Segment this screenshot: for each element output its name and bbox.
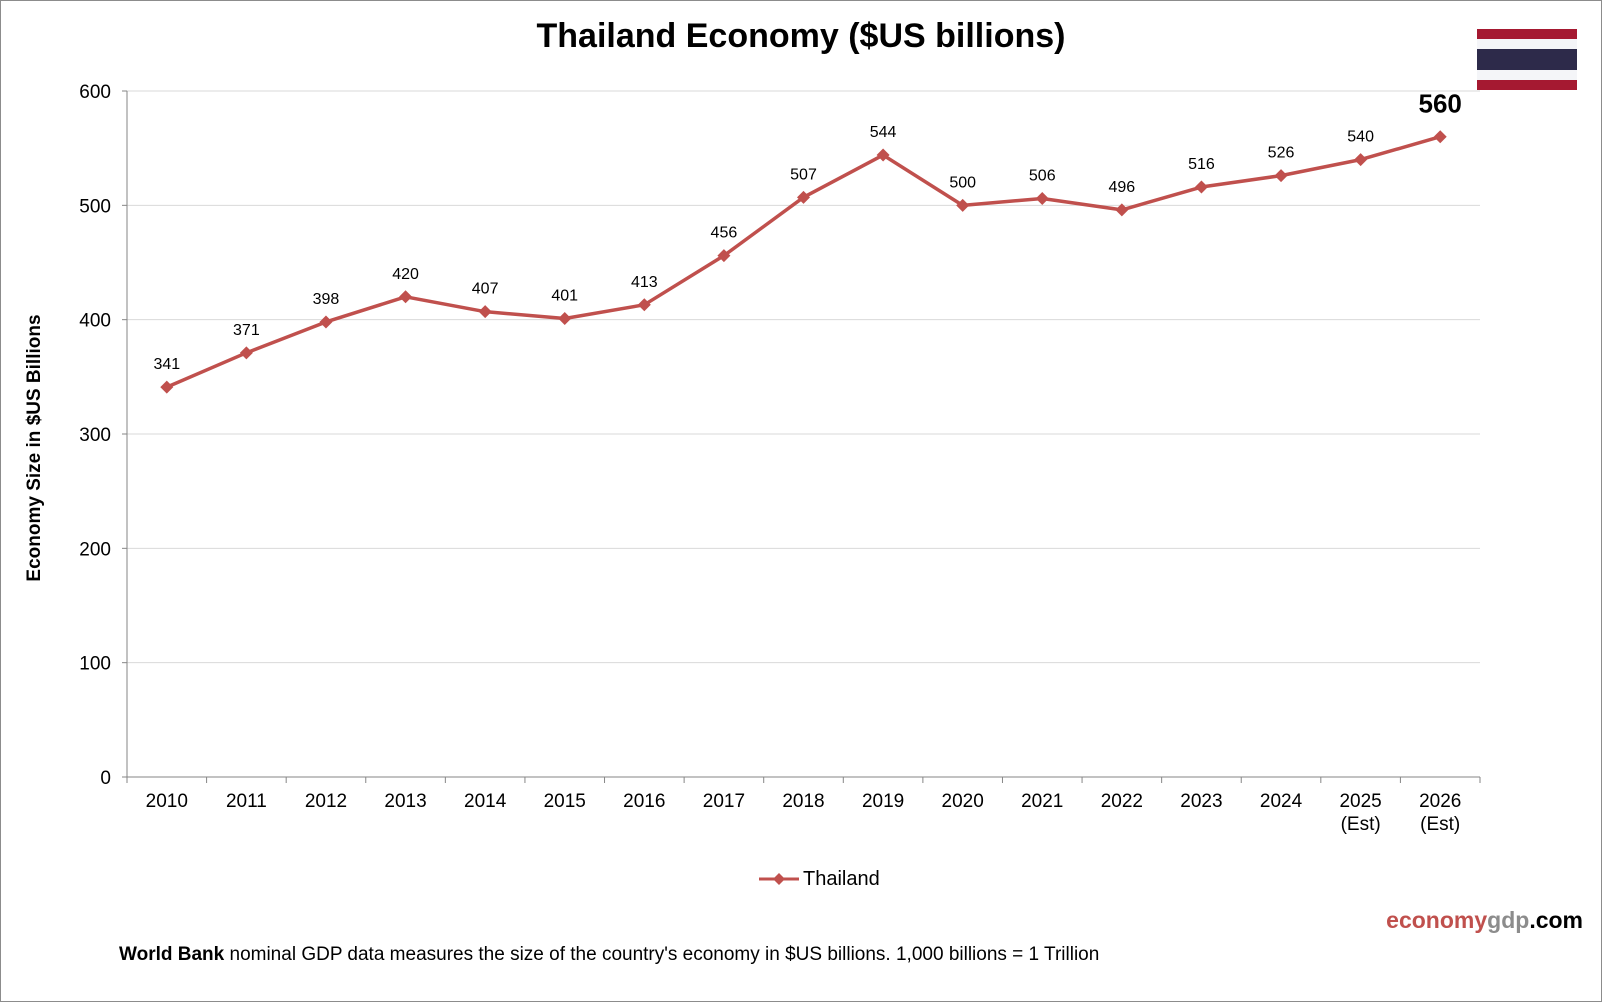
x-tick-label: 2016 bbox=[623, 791, 665, 812]
data-label: 526 bbox=[1268, 145, 1295, 162]
data-point bbox=[478, 305, 492, 319]
data-point bbox=[319, 315, 333, 329]
x-tick-label: (Est) bbox=[1341, 814, 1381, 835]
x-tick-label: 2024 bbox=[1260, 791, 1303, 812]
y-tick-label: 300 bbox=[79, 425, 111, 446]
data-point bbox=[1354, 153, 1368, 167]
x-tick-label: 2026 bbox=[1419, 791, 1461, 812]
data-label: 341 bbox=[153, 356, 180, 373]
flag-stripe-bottom bbox=[1477, 80, 1577, 90]
branding-part-1: economy bbox=[1386, 907, 1488, 933]
x-tick-label: 2017 bbox=[703, 791, 745, 812]
data-label: 398 bbox=[313, 291, 340, 308]
y-tick-label: 200 bbox=[79, 539, 111, 560]
data-label-highlight: 560 bbox=[1419, 89, 1462, 119]
data-label: 407 bbox=[472, 281, 499, 298]
x-tick-label: 2021 bbox=[1021, 791, 1063, 812]
data-label: 540 bbox=[1347, 129, 1374, 146]
data-point bbox=[239, 346, 253, 360]
data-point bbox=[637, 298, 651, 312]
data-label: 516 bbox=[1188, 156, 1215, 173]
y-tick-label: 600 bbox=[79, 82, 111, 103]
data-point bbox=[1035, 191, 1049, 205]
x-tick-label: 2014 bbox=[464, 791, 507, 812]
data-label: 496 bbox=[1109, 179, 1136, 196]
x-tick-label: 2019 bbox=[862, 791, 904, 812]
y-tick-label: 0 bbox=[100, 768, 111, 789]
x-tick-label: 2015 bbox=[544, 791, 586, 812]
data-point bbox=[1115, 203, 1129, 217]
branding-part-2: gdp bbox=[1487, 907, 1530, 933]
x-tick-label: 2013 bbox=[384, 791, 426, 812]
data-label: 456 bbox=[711, 225, 738, 242]
x-tick-label: 2010 bbox=[146, 791, 188, 812]
data-point bbox=[956, 198, 970, 212]
data-point bbox=[1274, 169, 1288, 183]
x-tick-label: 2023 bbox=[1180, 791, 1222, 812]
x-tick-label: 2011 bbox=[226, 791, 267, 812]
flag-stripe-upper-white bbox=[1477, 39, 1577, 49]
footnote-text: nominal GDP data measures the size of th… bbox=[224, 944, 1100, 965]
x-tick-label: 2012 bbox=[305, 791, 347, 812]
x-tick-label: 2018 bbox=[782, 791, 824, 812]
x-tick-label: 2025 bbox=[1339, 791, 1381, 812]
data-point bbox=[1433, 130, 1447, 144]
data-label: 544 bbox=[870, 124, 897, 141]
flag-stripe-top bbox=[1477, 29, 1577, 39]
legend: Thailand bbox=[759, 867, 880, 891]
y-tick-label: 400 bbox=[79, 311, 111, 332]
site-branding: economygdp.com bbox=[1386, 907, 1583, 934]
data-point bbox=[558, 312, 572, 326]
data-label: 371 bbox=[233, 322, 260, 339]
data-label: 507 bbox=[790, 166, 817, 183]
legend-label: Thailand bbox=[803, 867, 880, 890]
data-point bbox=[1194, 180, 1208, 194]
y-tick-label: 100 bbox=[79, 654, 111, 675]
data-label: 401 bbox=[551, 288, 578, 305]
data-point bbox=[399, 290, 413, 304]
legend-line-marker-icon bbox=[759, 873, 799, 885]
data-label: 500 bbox=[949, 174, 976, 191]
x-tick-label: 2020 bbox=[942, 791, 984, 812]
data-point bbox=[717, 249, 731, 263]
data-point bbox=[876, 148, 890, 162]
data-label: 506 bbox=[1029, 167, 1056, 184]
x-tick-label: 2022 bbox=[1101, 791, 1143, 812]
flag-stripe-center bbox=[1477, 49, 1577, 70]
data-point bbox=[160, 380, 174, 394]
chart-title: Thailand Economy ($US billions) bbox=[536, 17, 1066, 55]
thailand-flag-icon bbox=[1477, 29, 1577, 90]
branding-part-3: .com bbox=[1529, 907, 1583, 933]
footnote-source: World Bank bbox=[119, 944, 225, 965]
flag-stripe-lower-white bbox=[1477, 70, 1577, 80]
footnote: World Bank nominal GDP data measures the… bbox=[119, 944, 1099, 966]
data-point bbox=[797, 190, 810, 204]
data-label: 420 bbox=[392, 266, 419, 283]
y-tick-label: 500 bbox=[79, 196, 111, 217]
data-label: 413 bbox=[631, 274, 658, 291]
x-tick-label: (Est) bbox=[1420, 814, 1460, 835]
